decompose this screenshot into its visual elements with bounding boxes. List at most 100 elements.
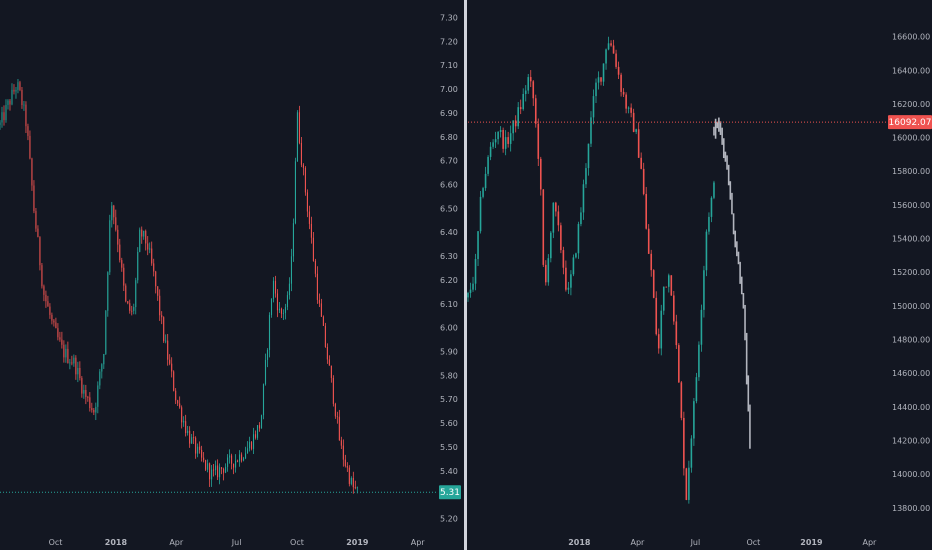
left-candle-body [223,468,225,473]
right-candle-body [662,286,665,311]
left-candle-body [334,403,336,417]
right-candle-body [680,382,683,418]
right-y-tick-label: 14000.00 [892,470,930,479]
left-candle-body [55,322,57,329]
right-chart-panel[interactable]: 16600.00 16400.00 16200.00 16000.00 15800.00… [467,0,932,550]
left-y-tick-label: 5.50 [440,443,458,452]
left-candle-body [27,126,29,136]
right-candle-body [678,345,680,383]
right-y-tick-label: 13800.00 [892,504,930,513]
left-candle-body [322,316,324,326]
left-candle-body [99,371,101,386]
left-candle-body [97,385,99,407]
right-x-tick-label: 2019 [800,538,823,547]
left-candle-body [314,260,316,274]
right-candle-body [550,232,552,259]
left-candle-body [244,453,247,459]
right-candle-body [655,297,658,335]
left-candle-body [67,348,69,363]
right-price-axis[interactable] [888,0,932,550]
left-candle-body [141,229,143,237]
right-x-tick-label: Apr [630,538,645,547]
right-candle-body [524,90,527,94]
left-candle-body [175,390,177,401]
left-chart-panel[interactable]: 7.30 7.20 7.10 7.00 6.90 6.80 6.70 6.60 6.50 6.40… [0,0,464,550]
left-candle-body [15,89,17,92]
right-projection-candle [731,192,733,215]
right-candle-body [700,309,703,345]
left-candle-body [107,272,109,311]
right-candle-body [683,417,685,469]
right-candle-body [713,182,715,198]
right-candle-body [587,143,590,169]
left-candle-body [235,460,237,468]
right-candle-body [507,137,509,144]
left-candle-body [201,449,203,458]
right-candle-body [585,168,587,185]
left-candle-body [43,286,45,295]
right-candle-body [487,156,489,174]
left-y-tick-label: 6.10 [440,300,458,309]
left-candle-body [250,442,253,449]
left-candle-body [227,457,229,467]
left-candle-body [127,301,129,304]
right-candle-body [542,189,545,265]
left-y-tick-label: 5.60 [440,419,458,428]
left-candle-body [57,328,59,338]
left-candle-body [161,315,163,318]
right-candle-body [469,289,472,293]
right-candle-body [650,253,653,271]
left-x-tick-label: 2018 [105,538,128,547]
left-candle-body [252,434,255,449]
left-candle-body [113,205,115,218]
right-candle-body [622,91,625,95]
right-y-tick-label: 15000.00 [892,302,930,311]
left-candle-body [13,89,15,92]
right-candle-body [665,286,668,288]
left-candle-body [350,478,352,484]
left-candle-body [217,465,219,478]
left-candle-body [270,298,273,316]
left-candle-body [348,467,350,484]
right-candle-body [590,117,592,144]
right-candle-body [517,107,519,127]
right-candle-body [645,193,648,229]
left-price-axis[interactable] [437,0,464,550]
right-candle-body [657,334,660,349]
right-candle-body [597,77,600,83]
left-candle-body [189,430,191,444]
panel-divider[interactable] [464,0,467,550]
right-projection-candle [744,304,746,341]
right-projection-candle [718,117,720,132]
left-candle-body [294,161,296,224]
right-candle-body [705,231,708,271]
left-candle-body [39,237,41,266]
right-candle-body [514,120,517,127]
right-y-tick-label: 16200.00 [892,100,930,109]
right-y-tick-label: 14600.00 [892,369,930,378]
left-candle-body [83,390,85,394]
right-candle-body [708,216,710,232]
left-candle-body [209,463,211,480]
right-last-price-label: 16092.07 [889,118,932,128]
left-candle-body [135,280,137,308]
left-candle-body [65,348,67,358]
right-candle-body [612,45,615,54]
left-candle-body [256,425,259,438]
left-candle-body [306,192,308,212]
left-candle-body [211,469,213,480]
right-last-price-label-box: 16092.07 [888,115,932,130]
right-candle-body [582,184,585,213]
right-candle-body [647,228,650,254]
left-candle-body [111,205,113,221]
left-candle-body [93,409,95,413]
right-candle-body [499,130,502,132]
left-candle-body [89,397,91,409]
left-candle-body [304,167,306,193]
right-candle-body [605,49,607,64]
right-candle-body [615,53,617,67]
left-candle-body [316,273,318,300]
right-y-tick-label: 15600.00 [892,201,930,210]
left-candle-body [87,396,89,398]
right-y-tick-label: 16600.00 [892,33,930,42]
